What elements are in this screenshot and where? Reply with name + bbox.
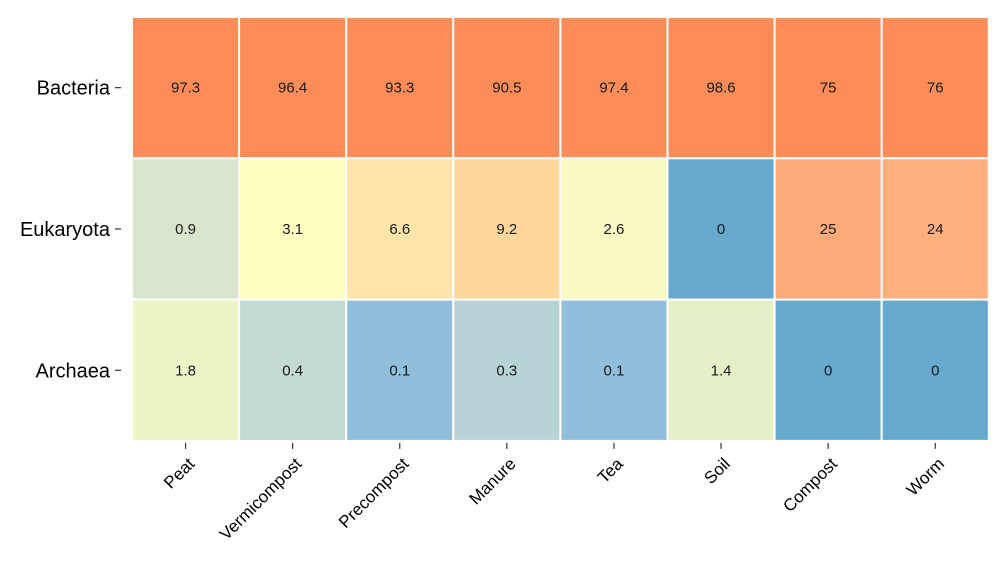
heatmap-cell-eukaryota-manure: [452, 157, 562, 301]
row-label-archaea: Archaea: [36, 360, 111, 382]
cell-value-label: 6.6: [389, 221, 410, 238]
heatmap-cell-archaea-precompost: [345, 298, 455, 442]
cell-value-label: 90.5: [492, 80, 521, 97]
cell-value-label: 76: [927, 80, 944, 97]
row-axis: Bacteria Eukaryota Archaea: [20, 78, 121, 382]
cell-value-label: 2.6: [604, 221, 625, 238]
heatmap-cell-bacteria-peat: [131, 16, 241, 160]
cell-value-label: 0.4: [282, 362, 303, 379]
heatmap-cell-bacteria-vermicompost: [238, 16, 348, 160]
cell-value-label: 0: [824, 362, 832, 379]
cell-value-label: 1.4: [711, 362, 732, 379]
heatmap-cell-archaea-tea: [559, 298, 669, 442]
column-label-vermicompost: Vermicompost: [216, 454, 306, 544]
heatmap-cell-archaea-compost: [773, 298, 883, 442]
column-label-compost: Compost: [779, 454, 841, 516]
heatmap-cell-archaea-manure: [452, 298, 562, 442]
column-label-peat: Peat: [160, 454, 198, 492]
cell-value-label: 97.3: [171, 80, 200, 97]
heatmap-cells: 97.3 96.4 93.3 90.5 97.4 98.6 75 76 0.9 3.1 6.6 9.2…: [131, 16, 990, 442]
heatmap-cell-eukaryota-worm: [880, 157, 990, 301]
cell-value-label: 3.1: [282, 221, 303, 238]
heatmap-cell-archaea-peat: [131, 298, 241, 442]
heatmap-cell-bacteria-precompost: [345, 16, 455, 160]
cell-value-label: 0: [717, 221, 725, 238]
row-label-eukaryota: Eukaryota: [20, 219, 111, 241]
column-label-soil: Soil: [700, 454, 733, 487]
cell-value-label: 98.6: [706, 80, 735, 97]
column-label-tea: Tea: [594, 454, 627, 487]
column-label-worm: Worm: [903, 454, 948, 499]
column-label-manure: Manure: [465, 454, 519, 508]
cell-value-label: 25: [820, 221, 837, 238]
heatmap-cell-eukaryota-vermicompost: [238, 157, 348, 301]
heatmap-cell-archaea-soil: [666, 298, 776, 442]
cell-value-label: 1.8: [175, 362, 196, 379]
heatmap-cell-bacteria-worm: [880, 16, 990, 160]
cell-value-label: 97.4: [599, 80, 628, 97]
heatmap-cell-archaea-worm: [880, 298, 990, 442]
heatmap-cell-eukaryota-soil: [666, 157, 776, 301]
heatmap-cell-archaea-vermicompost: [238, 298, 348, 442]
column-label-precompost: Precompost: [335, 454, 413, 532]
cell-value-label: 93.3: [385, 80, 414, 97]
cell-value-label: 75: [820, 80, 837, 97]
cell-value-label: 0.3: [496, 362, 517, 379]
cell-value-label: 0: [931, 362, 939, 379]
cell-value-label: 0.9: [175, 221, 196, 238]
column-axis: Peat Vermicompost Precompost Manure Tea Soil C…: [160, 442, 948, 544]
row-label-bacteria: Bacteria: [37, 78, 111, 100]
cell-value-label: 0.1: [604, 362, 625, 379]
heatmap-cell-bacteria-soil: [666, 16, 776, 160]
cell-value-label: 96.4: [278, 80, 307, 97]
cell-value-label: 24: [927, 221, 944, 238]
cell-value-label: 0.1: [389, 362, 410, 379]
cell-value-label: 9.2: [496, 221, 517, 238]
